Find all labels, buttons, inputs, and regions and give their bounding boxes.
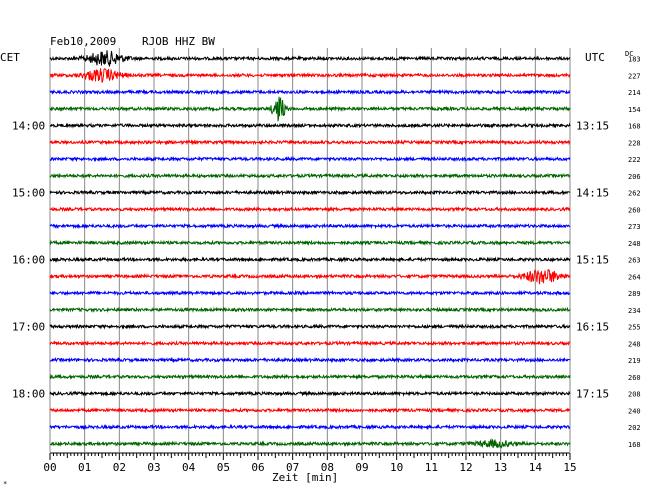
trace-row-10 <box>49 222 571 230</box>
right-timezone-label: UTC <box>585 51 605 64</box>
utc-time-label: 17:15 <box>576 388 609 401</box>
x-tick-label: 04 <box>182 461 196 474</box>
dc-value-label: 227 <box>628 72 641 80</box>
dc-value-label: 202 <box>628 424 641 432</box>
dc-value-label: 262 <box>628 190 641 198</box>
trace-row-9 <box>49 205 571 213</box>
x-tick-label: 13 <box>494 461 507 474</box>
seismogram-traces <box>49 50 571 449</box>
trace-row-2 <box>49 88 570 96</box>
trace-row-8 <box>49 189 571 196</box>
trace-row-11 <box>49 239 571 247</box>
trace-row-14 <box>49 289 571 297</box>
dc-value-label: 234 <box>628 307 641 315</box>
x-tick-label: 09 <box>355 461 368 474</box>
trace-row-1 <box>49 68 571 83</box>
dc-value-label: 248 <box>628 340 641 348</box>
trace-row-16 <box>49 323 571 330</box>
dc-value-label: 289 <box>628 290 641 298</box>
dc-value-label: 183 <box>628 56 641 64</box>
dc-value-label: 222 <box>628 156 641 164</box>
station-label: RJOB HHZ BW <box>142 35 215 48</box>
trace-row-5 <box>49 138 571 146</box>
utc-time-label: 15:15 <box>576 254 609 267</box>
dc-value-label: 260 <box>628 374 641 382</box>
x-axis-label: Zeit [min] <box>272 471 338 484</box>
dc-value-label: 206 <box>628 173 641 181</box>
minute-gridlines <box>49 48 571 452</box>
x-tick-label: 11 <box>425 461 438 474</box>
trace-row-13 <box>49 269 571 285</box>
dc-value-label: 168 <box>628 123 641 131</box>
dc-value-label: 263 <box>628 257 641 265</box>
x-axis: 00 01 02 03 04 05 06 07 08 09 10 11 12 13 14 15 <box>43 452 577 474</box>
cet-time-labels: 14:00 15:00 16:00 17:00 18:00 <box>12 120 45 401</box>
x-tick-label: 07 <box>286 461 299 474</box>
dc-value-label: 214 <box>628 89 641 97</box>
x-tick-label: 01 <box>78 461 91 474</box>
dc-value-label: 264 <box>628 273 641 281</box>
cet-time-label: 16:00 <box>12 254 45 267</box>
utc-time-label: 13:15 <box>576 120 609 133</box>
trace-row-19 <box>49 373 571 381</box>
x-tick-label: 03 <box>147 461 160 474</box>
cet-time-label: 15:00 <box>12 187 45 200</box>
cet-time-label: 18:00 <box>12 388 45 401</box>
x-tick-label: 06 <box>251 461 264 474</box>
x-tick-label: 00 <box>43 461 56 474</box>
dc-value-label: 208 <box>628 391 641 399</box>
trace-row-22 <box>49 423 571 431</box>
trace-row-21 <box>49 406 571 414</box>
dc-value-label: 273 <box>628 223 641 231</box>
x-tick-label: 02 <box>113 461 126 474</box>
trace-row-15 <box>49 306 571 314</box>
trace-row-12 <box>49 256 571 263</box>
trace-row-4 <box>49 122 571 129</box>
trace-row-6 <box>49 155 571 163</box>
date-label: Feb10,2009 <box>50 35 116 48</box>
x-tick-label: 08 <box>321 461 334 474</box>
x-tick-label: 14 <box>529 461 543 474</box>
left-timezone-label: CET <box>0 51 20 64</box>
trace-row-7 <box>49 172 571 179</box>
x-tick-label: 15 <box>563 461 576 474</box>
dc-offset-labels: 183 227 214 154 168 228 222 206 262 260 273 248 263 2… <box>628 56 641 449</box>
trace-row-3 <box>49 96 571 122</box>
dc-value-label: 260 <box>628 206 641 214</box>
dc-value-label: 240 <box>628 407 641 415</box>
utc-time-labels: 13:15 14:15 15:15 16:15 17:15 <box>576 120 609 401</box>
x-tick-label: 12 <box>459 461 472 474</box>
trace-row-23 <box>49 438 571 449</box>
cet-time-label: 14:00 <box>12 120 45 133</box>
trace-row-17 <box>49 340 571 347</box>
dc-header-label: DC <box>625 50 633 58</box>
corner-mark: * <box>3 480 7 488</box>
utc-time-label: 14:15 <box>576 187 609 200</box>
dc-value-label: 168 <box>628 441 641 449</box>
utc-time-label: 16:15 <box>576 321 609 334</box>
dc-value-label: 154 <box>628 106 641 114</box>
x-tick-label: 05 <box>217 461 230 474</box>
trace-row-18 <box>49 356 571 364</box>
dc-value-label: 255 <box>628 324 641 332</box>
dc-value-label: 228 <box>628 139 641 147</box>
cet-time-label: 17:00 <box>12 321 45 334</box>
dc-value-label: 219 <box>628 357 641 365</box>
trace-row-20 <box>49 390 571 397</box>
dc-value-label: 248 <box>628 240 641 248</box>
x-tick-label: 10 <box>390 461 403 474</box>
trace-row-0 <box>49 50 571 67</box>
